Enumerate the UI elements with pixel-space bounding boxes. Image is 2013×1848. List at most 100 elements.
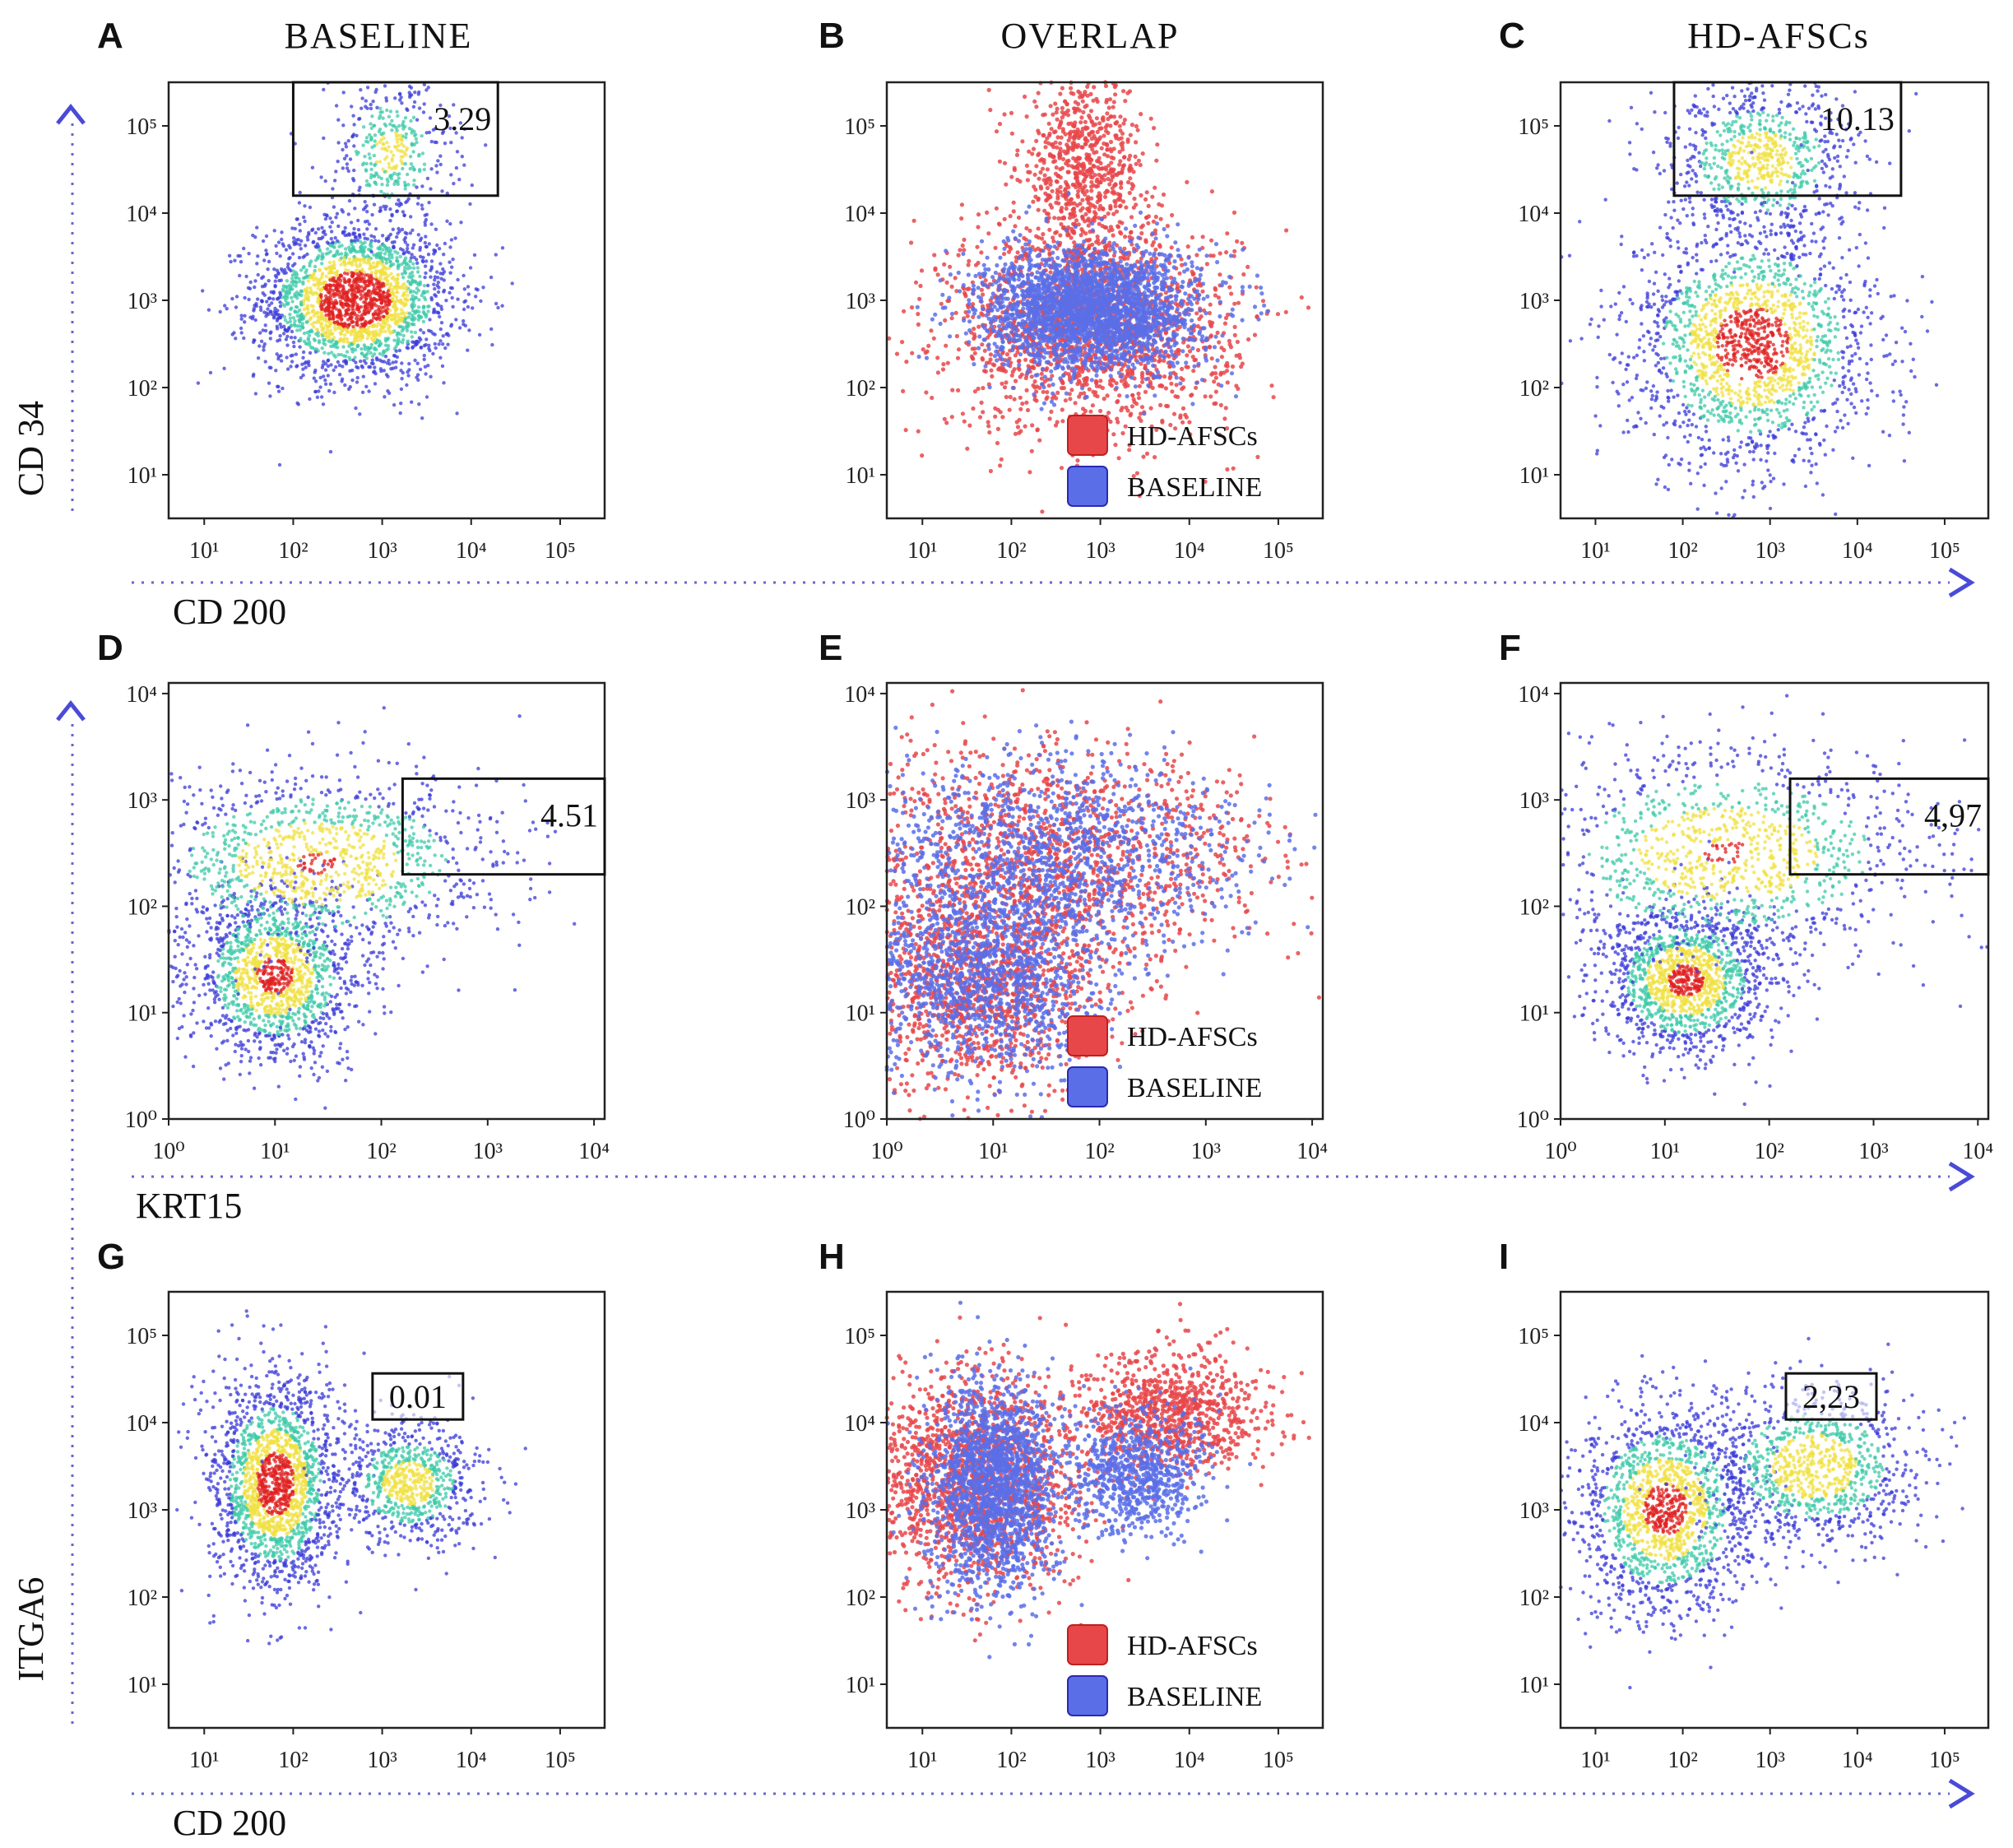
- data-point: [338, 364, 341, 367]
- right-arrow-icon: [1950, 1781, 1971, 1807]
- data-point: [463, 287, 466, 290]
- data-point: [437, 290, 440, 294]
- data-point: [314, 231, 318, 234]
- data-point: [420, 237, 423, 240]
- data-point: [419, 328, 422, 332]
- data-point: [299, 294, 303, 297]
- panel-letter: A: [97, 16, 123, 56]
- data-point: [320, 395, 323, 398]
- data-point: [344, 268, 347, 272]
- data-point: [424, 337, 428, 341]
- data-point: [298, 243, 301, 246]
- data-point: [413, 359, 416, 362]
- data-point: [350, 221, 353, 224]
- data-point: [456, 298, 459, 301]
- data-point: [369, 234, 373, 238]
- y-axis-name-row3: ITGA6: [11, 1576, 51, 1681]
- data-point: [373, 352, 376, 355]
- data-point: [373, 382, 377, 385]
- data-point: [309, 259, 313, 262]
- data-point: [416, 266, 420, 269]
- data-point: [442, 381, 445, 384]
- data-point: [428, 242, 431, 245]
- data-point: [201, 289, 204, 292]
- data-point: [395, 350, 398, 353]
- data-point: [364, 220, 367, 223]
- data-point: [313, 339, 317, 342]
- data-point: [496, 306, 499, 309]
- data-point: [420, 416, 424, 420]
- data-point: [489, 327, 493, 331]
- data-point: [240, 318, 244, 321]
- data-point: [420, 294, 424, 297]
- data-point: [433, 287, 436, 290]
- data-point: [290, 299, 294, 303]
- data-point: [427, 253, 430, 256]
- data-point: [299, 229, 302, 232]
- data-point: [474, 295, 477, 298]
- data-point: [453, 236, 457, 239]
- data-point: [439, 327, 443, 331]
- data-point: [471, 306, 474, 309]
- data-point: [448, 222, 452, 225]
- data-point: [410, 330, 413, 333]
- data-point: [414, 331, 417, 334]
- data-point: [320, 262, 323, 265]
- data-point: [233, 259, 236, 262]
- data-point: [400, 361, 403, 364]
- data-point: [341, 345, 345, 348]
- data-point: [330, 237, 333, 240]
- data-point: [320, 226, 323, 230]
- data-point: [264, 323, 267, 327]
- data-point: [346, 350, 349, 353]
- data-point: [243, 320, 246, 323]
- data-point: [388, 219, 392, 222]
- data-point: [342, 354, 346, 357]
- data-point: [279, 304, 282, 308]
- data-point: [329, 450, 332, 453]
- data-point: [295, 352, 298, 355]
- data-point: [438, 315, 441, 318]
- data-point: [462, 274, 465, 277]
- right-arrow-icon: [1950, 569, 1971, 596]
- data-point: [462, 308, 466, 311]
- data-point: [348, 283, 351, 286]
- data-point: [239, 327, 243, 330]
- data-point: [447, 334, 450, 337]
- data-point: [411, 246, 415, 249]
- data-point: [423, 284, 426, 287]
- data-point: [267, 260, 271, 263]
- data-point: [373, 365, 376, 369]
- data-point: [242, 337, 245, 340]
- data-point: [234, 305, 238, 309]
- data-point: [249, 281, 253, 284]
- data-point: [394, 309, 397, 312]
- data-point: [437, 342, 440, 346]
- data-point: [354, 348, 357, 351]
- data-point: [324, 383, 327, 386]
- data-point: [399, 411, 402, 415]
- data-point: [265, 234, 268, 238]
- data-point: [291, 354, 295, 357]
- data-point: [370, 271, 373, 274]
- data-point: [424, 272, 427, 275]
- data-point: [307, 279, 310, 282]
- data-point: [267, 304, 271, 307]
- data-point: [401, 276, 405, 279]
- data-point: [370, 343, 373, 346]
- data-point: [365, 227, 369, 230]
- data-point: [303, 204, 306, 207]
- data-point: [269, 337, 272, 340]
- x-axis-name-row2: KRT15: [136, 1186, 242, 1226]
- data-point: [448, 291, 451, 295]
- data-point: [327, 352, 330, 355]
- data-point: [238, 274, 241, 277]
- data-point: [363, 359, 366, 362]
- data-point: [374, 341, 378, 344]
- panel-A: A10¹ 10² 10³ 10⁴ 10⁵10¹10²10³10⁴10⁵ 3.29: [97, 16, 605, 564]
- data-point: [456, 278, 459, 281]
- data-point: [367, 289, 370, 292]
- data-point: [254, 392, 257, 395]
- data-point: [423, 290, 426, 294]
- data-point: [434, 164, 438, 167]
